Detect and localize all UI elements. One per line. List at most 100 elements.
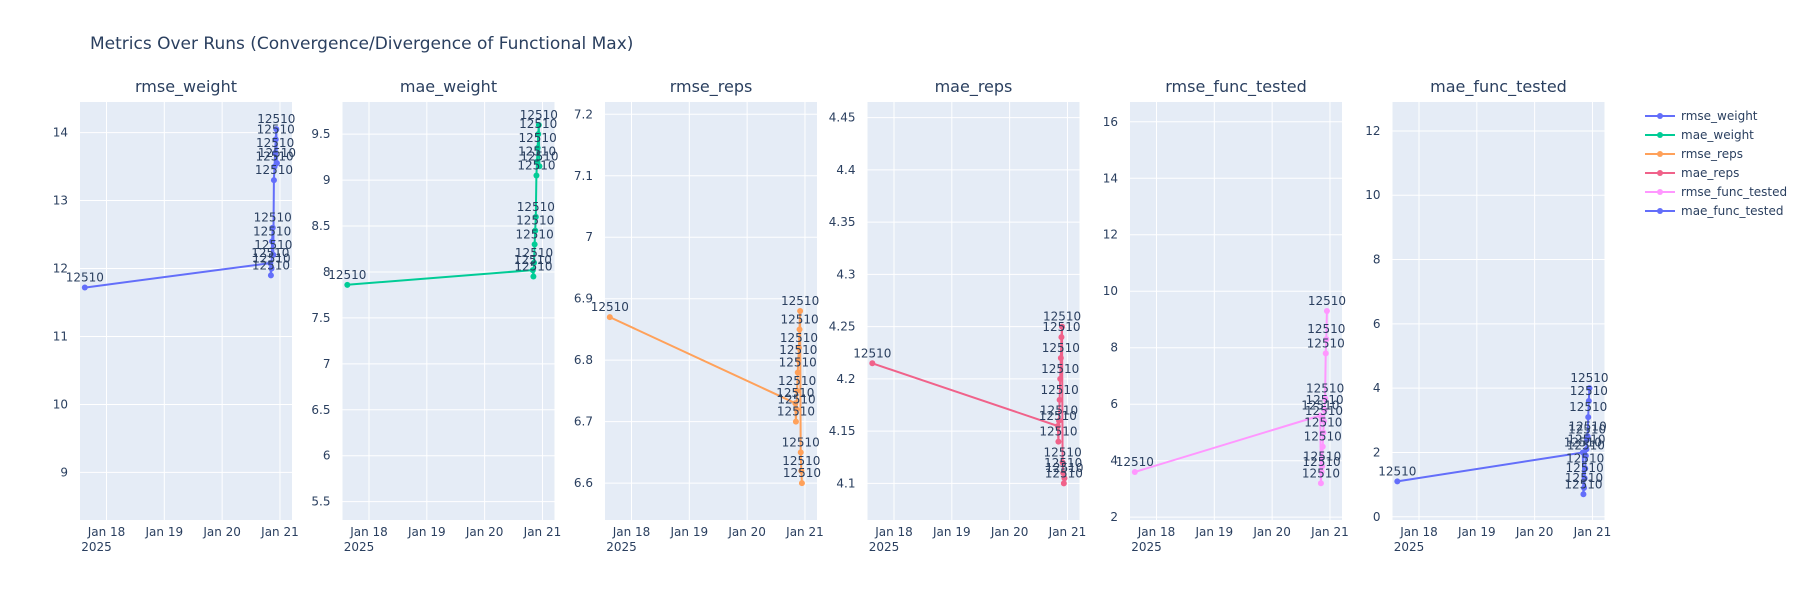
data-point[interactable]: [535, 131, 542, 138]
data-point[interactable]: [1585, 414, 1592, 421]
data-label: 12510: [1116, 455, 1154, 469]
data-point[interactable]: [1319, 463, 1326, 470]
data-point[interactable]: [1583, 446, 1590, 453]
x-tick-label: Jan 19: [1457, 525, 1496, 539]
data-point[interactable]: [81, 284, 88, 291]
data-point[interactable]: [792, 418, 799, 425]
panel-rmse_weight: Jan 18 Jan 19 Jan 20 Jan 21 2025 9 10 11 12 13 14 r…: [53, 77, 299, 554]
y-tick-label: 4.4: [836, 163, 855, 177]
data-point[interactable]: [792, 400, 799, 407]
data-point[interactable]: [273, 126, 280, 133]
data-point[interactable]: [268, 265, 275, 272]
data-point[interactable]: [529, 267, 536, 274]
data-point[interactable]: [1317, 412, 1324, 419]
data-point[interactable]: [1059, 323, 1066, 330]
data-point[interactable]: [1056, 396, 1063, 403]
data-point[interactable]: [530, 273, 537, 280]
data-point[interactable]: [1054, 422, 1061, 429]
data-point[interactable]: [1058, 334, 1065, 341]
data-point[interactable]: [1322, 395, 1329, 402]
data-point[interactable]: [1585, 398, 1592, 405]
data-point[interactable]: [798, 467, 805, 474]
data-point[interactable]: [1322, 350, 1329, 357]
data-point[interactable]: [1394, 478, 1401, 485]
data-point[interactable]: [1581, 475, 1588, 482]
legend-item-rmse_weight[interactable]: rmse_weight: [1645, 109, 1758, 123]
legend-item-mae_weight[interactable]: mae_weight: [1645, 128, 1754, 142]
data-point[interactable]: [531, 259, 538, 266]
data-point[interactable]: [1056, 417, 1063, 424]
data-point[interactable]: [534, 144, 541, 151]
legend-item-mae_reps[interactable]: mae_reps: [1645, 166, 1739, 180]
data-point[interactable]: [1323, 308, 1330, 314]
data-point[interactable]: [1581, 484, 1588, 491]
data-point[interactable]: [533, 172, 540, 179]
data-point[interactable]: [1319, 443, 1326, 450]
data-label: 12510: [517, 200, 555, 214]
data-point[interactable]: [1131, 468, 1138, 475]
data-point[interactable]: [795, 357, 802, 364]
data-point[interactable]: [1584, 433, 1591, 440]
data-label: 12510: [782, 454, 820, 468]
legend-item-rmse_func_tested[interactable]: rmse_func_tested: [1645, 185, 1787, 199]
data-point[interactable]: [534, 158, 541, 165]
data-point[interactable]: [606, 314, 613, 321]
data-point[interactable]: [1060, 469, 1067, 476]
data-point[interactable]: [798, 480, 805, 487]
legend[interactable]: rmse_weight mae_weight rmse_reps mae_repsrm…: [1645, 109, 1787, 218]
y-tick-label: 12: [1103, 228, 1118, 242]
y-tick-label: 6.7: [574, 415, 593, 429]
data-point[interactable]: [269, 224, 276, 231]
data-point[interactable]: [797, 449, 804, 456]
data-point[interactable]: [344, 281, 351, 288]
data-point[interactable]: [270, 177, 277, 184]
data-point[interactable]: [532, 227, 539, 234]
data-point[interactable]: [793, 406, 800, 413]
data-point[interactable]: [1061, 475, 1068, 482]
data-point[interactable]: [1323, 336, 1330, 343]
data-point[interactable]: [535, 121, 542, 128]
x-tick-label: Jan 20: [990, 525, 1029, 539]
data-point[interactable]: [1580, 491, 1587, 498]
x-tick-label: Jan 21: [260, 525, 299, 539]
y-tick-label: 7.2: [574, 107, 593, 121]
data-point[interactable]: [267, 272, 274, 279]
legend-item-rmse_reps[interactable]: rmse_reps: [1645, 147, 1743, 161]
data-point[interactable]: [1060, 480, 1067, 487]
data-label: 12510: [1304, 415, 1342, 429]
data-point[interactable]: [1057, 355, 1064, 362]
data-point[interactable]: [1057, 375, 1064, 382]
data-point[interactable]: [1321, 406, 1328, 413]
y-tick-label: 6: [1373, 317, 1381, 331]
plot-background: [1392, 102, 1605, 520]
data-point[interactable]: [796, 326, 803, 333]
data-point[interactable]: [1059, 459, 1066, 466]
data-point[interactable]: [1582, 465, 1589, 472]
data-point[interactable]: [794, 387, 801, 394]
data-point[interactable]: [795, 344, 802, 351]
data-point[interactable]: [272, 149, 279, 156]
data-point[interactable]: [1582, 452, 1589, 459]
data-point[interactable]: [1055, 438, 1062, 445]
data-point[interactable]: [267, 260, 274, 267]
data-label: 12510: [1564, 477, 1602, 491]
legend-swatch-marker: [1657, 151, 1663, 157]
data-point[interactable]: [273, 160, 280, 167]
data-point[interactable]: [532, 213, 539, 220]
data-point[interactable]: [797, 308, 804, 314]
data-point[interactable]: [794, 369, 801, 376]
data-point[interactable]: [1317, 480, 1324, 487]
data-point[interactable]: [270, 251, 277, 258]
data-point[interactable]: [869, 360, 876, 367]
data-point[interactable]: [1318, 468, 1325, 475]
data-labels: 1251012510125101251012510125101251012510…: [853, 310, 1083, 481]
data-point[interactable]: [269, 238, 276, 245]
data-point[interactable]: [272, 136, 279, 143]
data-point[interactable]: [1320, 429, 1327, 436]
data-point[interactable]: [1320, 418, 1327, 425]
plot-background: [1130, 102, 1342, 520]
data-point[interactable]: [536, 163, 543, 170]
data-point[interactable]: [1586, 385, 1593, 392]
legend-item-mae_func_tested[interactable]: mae_func_tested: [1645, 204, 1784, 218]
data-point[interactable]: [531, 241, 538, 248]
